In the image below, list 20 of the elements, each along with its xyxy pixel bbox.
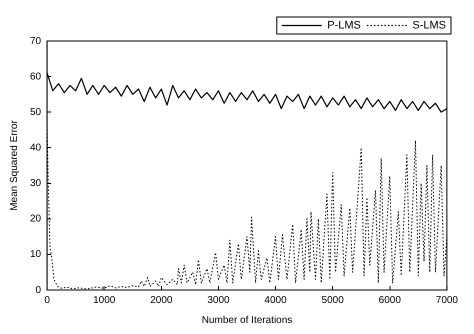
- x-tick-label: 2000: [150, 294, 173, 306]
- x-tick-label: 1000: [93, 294, 116, 306]
- x-tick-label: 0: [44, 294, 50, 306]
- x-tick-label: 5000: [322, 294, 344, 306]
- y-tick-label: 60: [30, 71, 42, 82]
- x-tick-label: 7000: [436, 294, 458, 306]
- y-tick-label: 20: [30, 214, 42, 225]
- x-tick-label: 4000: [264, 294, 288, 306]
- y-tick-label: 70: [30, 36, 42, 47]
- legend-label: S-LMS: [412, 20, 446, 32]
- y-tick-label: 50: [30, 106, 42, 118]
- y-axis-title: Mean Squared Error: [8, 120, 20, 211]
- y-tick-label: 30: [30, 178, 42, 190]
- y-tick-label: 40: [30, 142, 42, 154]
- y-tick-label: 0: [36, 284, 42, 296]
- y-tick-label: 10: [30, 249, 42, 260]
- legend-label: P-LMS: [327, 20, 361, 32]
- x-axis-title: Number of Iterations: [202, 314, 292, 326]
- x-tick-label: 6000: [378, 294, 402, 306]
- x-tick-label: 3000: [207, 294, 230, 306]
